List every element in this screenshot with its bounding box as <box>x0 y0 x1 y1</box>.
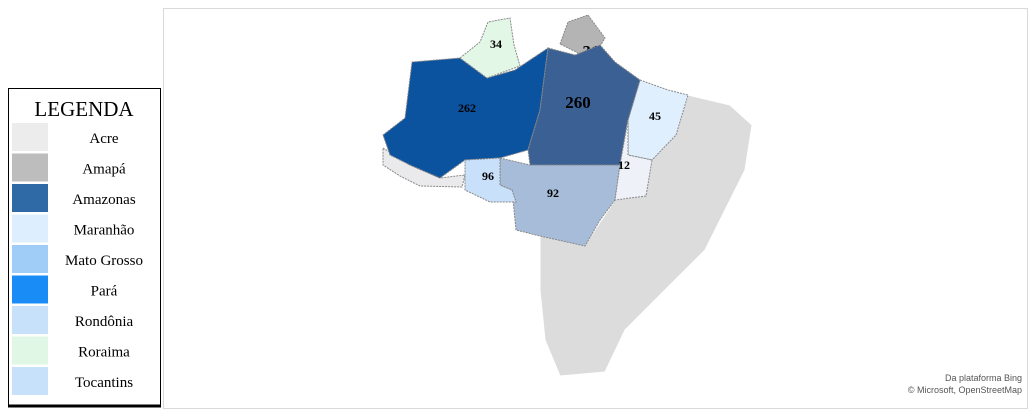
state-value: 262 <box>458 101 476 115</box>
legend-label: Roraima <box>78 345 130 361</box>
legend-swatch <box>12 367 48 395</box>
legend-swatch <box>12 214 48 243</box>
state-region <box>459 17 521 79</box>
legend-title: LEGENDA <box>34 97 134 121</box>
legend-swatch <box>12 336 48 365</box>
legend-label: Amapá <box>82 162 126 178</box>
legend-label: Maranhão <box>74 223 135 239</box>
legend-swatch <box>12 275 48 304</box>
legend-label: Tocantins <box>75 375 133 391</box>
state-value: 34 <box>490 37 502 51</box>
legend-label: Acre <box>89 131 118 147</box>
legend-swatch <box>12 245 48 273</box>
state-value: 45 <box>649 109 661 123</box>
legend-swatch <box>12 306 48 334</box>
attribution: Da plataforma Bing <box>945 373 1022 383</box>
state-value: 96 <box>482 169 494 183</box>
state-value: 12 <box>618 158 630 172</box>
legend-swatch <box>12 184 48 212</box>
state-value: 260 <box>565 93 591 112</box>
state-region <box>464 157 517 203</box>
state-value: 92 <box>547 186 559 200</box>
legend-label: Amazonas <box>72 192 135 208</box>
legend-swatch <box>12 153 48 182</box>
attribution: © Microsoft, OpenStreetMap <box>908 385 1022 395</box>
legend-label: Pará <box>91 284 118 300</box>
legend-swatch <box>12 123 48 151</box>
legend-label: Mato Grosso <box>65 253 143 269</box>
state-region <box>614 119 653 201</box>
legend-label: Rondônia <box>75 314 134 330</box>
